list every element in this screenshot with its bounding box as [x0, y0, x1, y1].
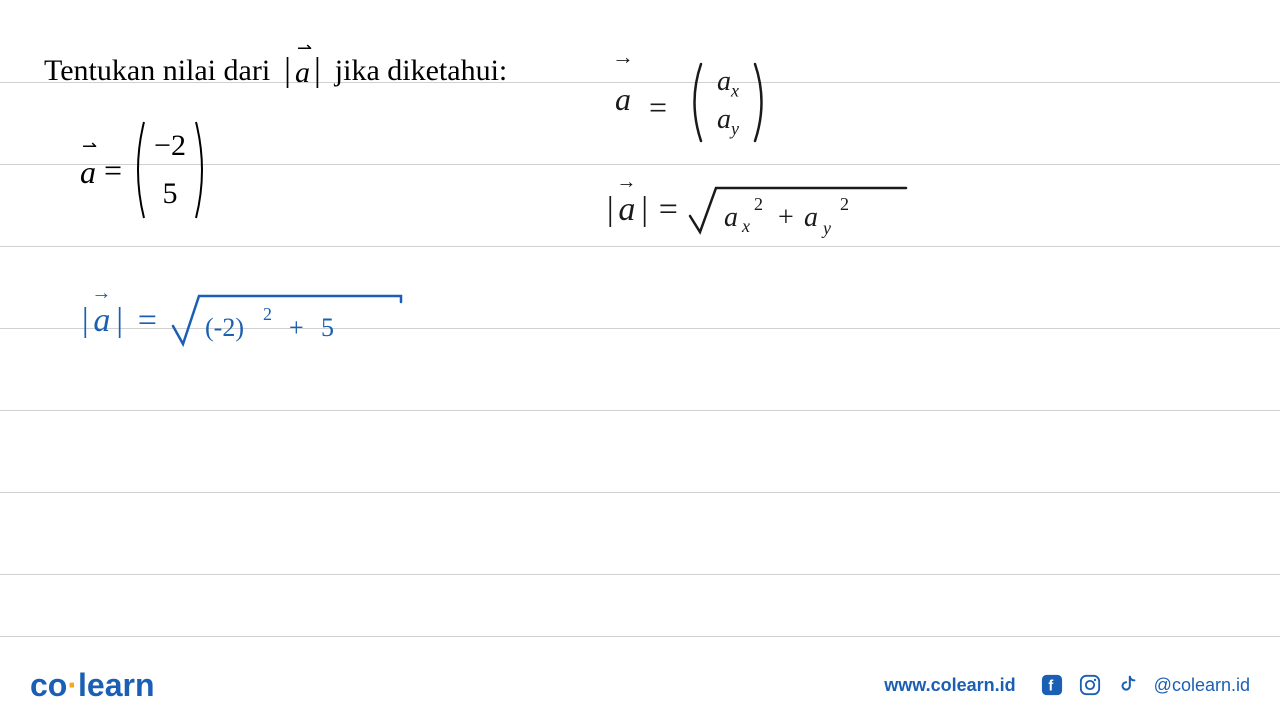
problem-text-before: Tentukan nilai dari [44, 54, 270, 88]
brand-logo: co·learn [30, 667, 154, 704]
svg-text:a: a [724, 202, 738, 233]
footer-url: www.colearn.id [884, 675, 1015, 696]
instagram-icon [1078, 673, 1102, 697]
paren-left-icon [130, 120, 148, 220]
tiktok-icon [1116, 673, 1140, 697]
svg-text:(-2): (-2) [205, 313, 244, 342]
sqrt-blue-icon: (-2) 2 + 5 [171, 290, 411, 352]
footer-handle: @colearn.id [1154, 675, 1250, 696]
svg-text:f: f [1048, 679, 1053, 695]
svg-text:a: a [804, 202, 818, 233]
svg-text:2: 2 [263, 304, 272, 324]
svg-text:2: 2 [840, 194, 849, 214]
problem-text-after: jika diketahui: [335, 54, 507, 88]
ax-label: ax [717, 65, 739, 102]
handwritten-magnitude-formula: | → a | = a x 2 + a y 2 [605, 180, 908, 240]
vector-top-value: −2 [154, 129, 186, 163]
hand-paren-left-icon [685, 60, 705, 145]
abs-open: | [284, 52, 291, 90]
svg-text:+: + [289, 313, 304, 342]
svg-text:+: + [778, 202, 794, 233]
svg-text:x: x [741, 216, 750, 236]
svg-text:5: 5 [321, 313, 334, 342]
vector-a-symbol: ⇀ a [295, 52, 310, 90]
vector-definition: ⇀ a = −2 5 [80, 120, 210, 220]
svg-text:y: y [821, 218, 831, 238]
sqrt-icon: a x 2 + a y 2 [688, 180, 908, 240]
svg-text:2: 2 [754, 194, 763, 214]
vector-a-var: ⇀ a [80, 150, 96, 191]
abs-close: | [314, 52, 321, 90]
paren-right-icon [192, 120, 210, 220]
hand-paren-right-icon [751, 60, 771, 145]
handwritten-calculation: | → a | = (-2) 2 + 5 [80, 290, 411, 352]
handwritten-vector-def: → a = ax ay [615, 60, 771, 145]
footer: co·learn www.colearn.id f @colearn.id [0, 650, 1280, 720]
vector-bottom-value: 5 [163, 177, 178, 211]
problem-statement: Tentukan nilai dari | ⇀ a | jika diketah… [44, 52, 507, 90]
ay-label: ay [717, 103, 739, 140]
facebook-icon: f [1040, 673, 1064, 697]
